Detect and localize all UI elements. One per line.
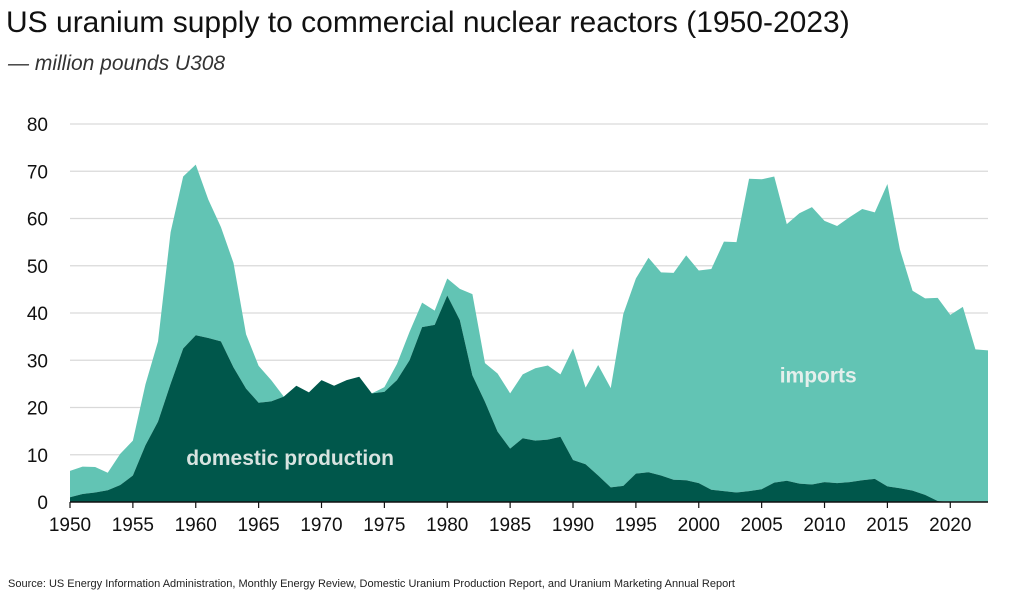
x-tick-label: 2000 [678,515,720,536]
x-tick-label: 1985 [489,515,531,536]
chart-title: US uranium supply to commercial nuclear … [6,6,850,39]
y-tick-label: 30 [27,351,48,372]
y-tick-label: 60 [27,210,48,231]
area-label-domestic-production: domestic production [186,447,394,470]
x-tick-label: 1980 [426,515,468,536]
area-label-imports: imports [780,364,857,387]
y-tick-label: 0 [37,493,48,514]
x-tick-label: 1960 [175,515,217,536]
x-tick-label: 1955 [112,515,154,536]
x-tick-label: 2005 [741,515,783,536]
x-tick-label: 1965 [237,515,279,536]
source-note: Source: US Energy Information Administra… [8,578,735,590]
x-tick-label: 1975 [363,515,405,536]
x-tick-label: 2010 [803,515,845,536]
areas [70,164,988,502]
y-tick-label: 70 [27,162,48,183]
y-tick-label: 10 [27,446,48,467]
y-tick-label: 40 [27,304,48,325]
series-area-domestic-production [70,295,988,502]
y-tick-label: 80 [27,115,48,136]
x-tick-label: 1970 [300,515,342,536]
x-tick-labels: 1950 1955 1960 1965 1970 1975 1980 1985 1990 1995… [49,502,971,536]
x-tick-label: 1990 [552,515,594,536]
chart-subtitle: — million pounds U308 [8,52,226,75]
series-area-imports [70,164,988,502]
area-labels: domestic production imports [186,364,857,470]
y-tick-label: 50 [27,257,48,278]
y-tick-label: 20 [27,399,48,420]
x-tick-label: 1950 [49,515,91,536]
x-tick-label: 2015 [866,515,908,536]
x-tick-label: 1995 [615,515,657,536]
x-tick-label: 2020 [929,515,971,536]
y-tick-labels: 0 10 20 30 40 50 60 70 80 [27,115,48,514]
